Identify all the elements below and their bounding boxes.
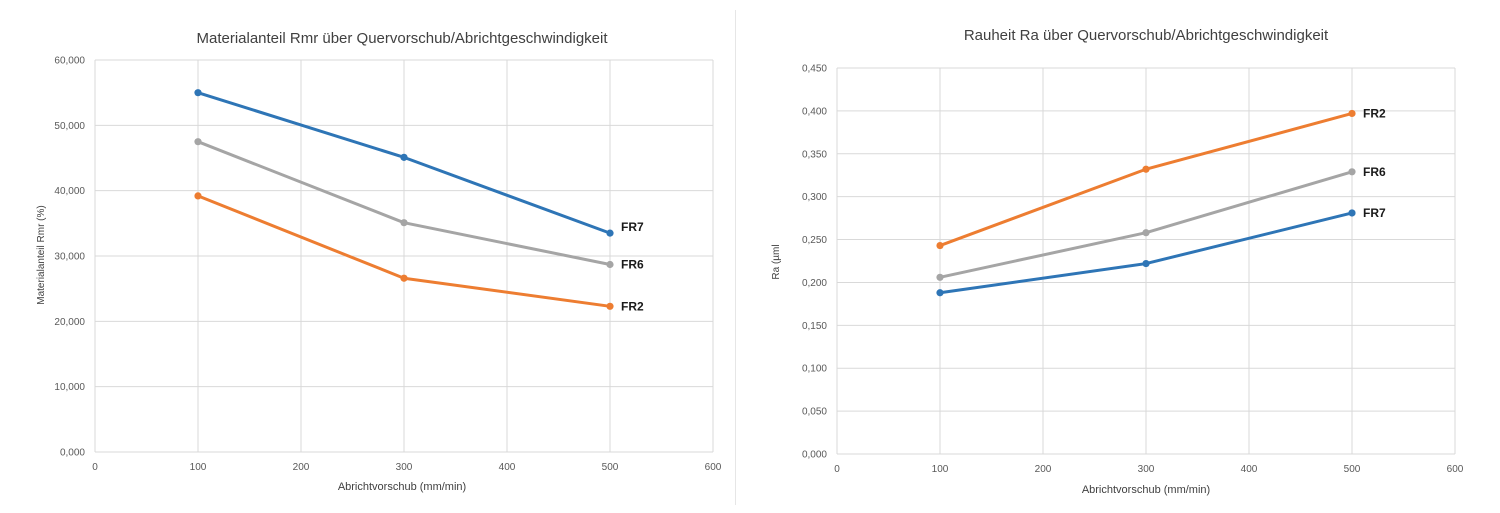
y-tick-label: 60,000 — [54, 56, 85, 67]
y-tick-label: 0,050 — [802, 407, 827, 418]
data-point-fr6 — [936, 273, 944, 281]
y-tick-label: 20,000 — [54, 317, 85, 328]
chart-title: Materialanteil Rmr über Quervorschub/Abr… — [196, 30, 608, 47]
series-label-fr2: FR2 — [621, 299, 644, 313]
series-label-fr7: FR7 — [1363, 206, 1386, 220]
x-tick-label: 100 — [932, 464, 949, 475]
x-tick-label: 0 — [834, 464, 840, 475]
data-point-fr7 — [936, 289, 944, 297]
y-tick-label: 0,400 — [802, 106, 827, 117]
data-point-fr2 — [1142, 165, 1150, 173]
y-tick-label: 0,000 — [802, 450, 827, 461]
series-label-fr7: FR7 — [621, 220, 644, 234]
x-tick-label: 400 — [1241, 464, 1258, 475]
x-tick-label: 400 — [499, 462, 516, 473]
y-axis-label: Ra (µml — [771, 244, 782, 279]
data-point-fr2 — [1348, 109, 1356, 118]
data-point-fr6 — [1142, 229, 1150, 237]
y-tick-label: 40,000 — [54, 186, 85, 197]
x-tick-label: 600 — [705, 462, 722, 473]
series-label-fr6: FR6 — [1363, 165, 1386, 179]
data-point-fr2 — [606, 302, 614, 310]
y-tick-label: 0,100 — [802, 364, 827, 375]
x-tick-label: 100 — [190, 462, 207, 473]
data-point-fr7 — [606, 229, 614, 237]
data-point-fr2 — [936, 241, 944, 250]
y-tick-label: 0,300 — [802, 192, 827, 203]
data-point-fr6 — [1348, 168, 1356, 176]
x-tick-label: 500 — [1344, 464, 1361, 475]
chart-divider — [735, 10, 736, 505]
y-tick-label: 0,450 — [802, 64, 827, 75]
y-tick-label: 0,000 — [60, 448, 85, 459]
y-tick-label: 30,000 — [54, 252, 85, 263]
x-tick-label: 600 — [1447, 464, 1464, 475]
x-tick-label: 200 — [293, 462, 310, 473]
y-tick-label: 50,000 — [54, 121, 85, 132]
rauheit-chart: Rauheit Ra über Quervorschub/Abrichtgesc… — [771, 27, 1464, 496]
x-axis-label: Abrichtvorschub (mm/min) — [338, 481, 466, 493]
data-point-fr7 — [194, 89, 202, 97]
data-point-fr7 — [1348, 209, 1356, 217]
data-point-fr7 — [1142, 259, 1150, 268]
data-point-fr7 — [400, 153, 408, 161]
x-tick-label: 0 — [92, 462, 98, 473]
x-tick-label: 500 — [602, 462, 619, 473]
y-tick-label: 0,350 — [802, 149, 827, 160]
series-label-fr2: FR2 — [1363, 106, 1386, 120]
y-tick-label: 10,000 — [54, 382, 85, 393]
data-point-fr6 — [194, 138, 202, 146]
y-tick-label: 0,200 — [802, 278, 827, 289]
y-axis-label: Materialanteil Rmr (%) — [36, 205, 47, 304]
x-tick-label: 300 — [396, 462, 413, 473]
y-tick-label: 0,250 — [802, 235, 827, 246]
y-tick-label: 0,150 — [802, 321, 827, 332]
x-tick-label: 200 — [1035, 464, 1052, 475]
materialanteil-chart: Materialanteil Rmr über Quervorschub/Abr… — [36, 30, 722, 493]
chart-title: Rauheit Ra über Quervorschub/Abrichtgesc… — [964, 27, 1329, 44]
data-point-fr2 — [194, 192, 202, 200]
data-point-fr2 — [400, 274, 408, 282]
data-point-fr6 — [400, 219, 408, 227]
data-point-fr6 — [606, 260, 614, 269]
x-axis-label: Abrichtvorschub (mm/min) — [1082, 484, 1210, 496]
x-tick-label: 300 — [1138, 464, 1155, 475]
series-label-fr6: FR6 — [621, 257, 644, 271]
